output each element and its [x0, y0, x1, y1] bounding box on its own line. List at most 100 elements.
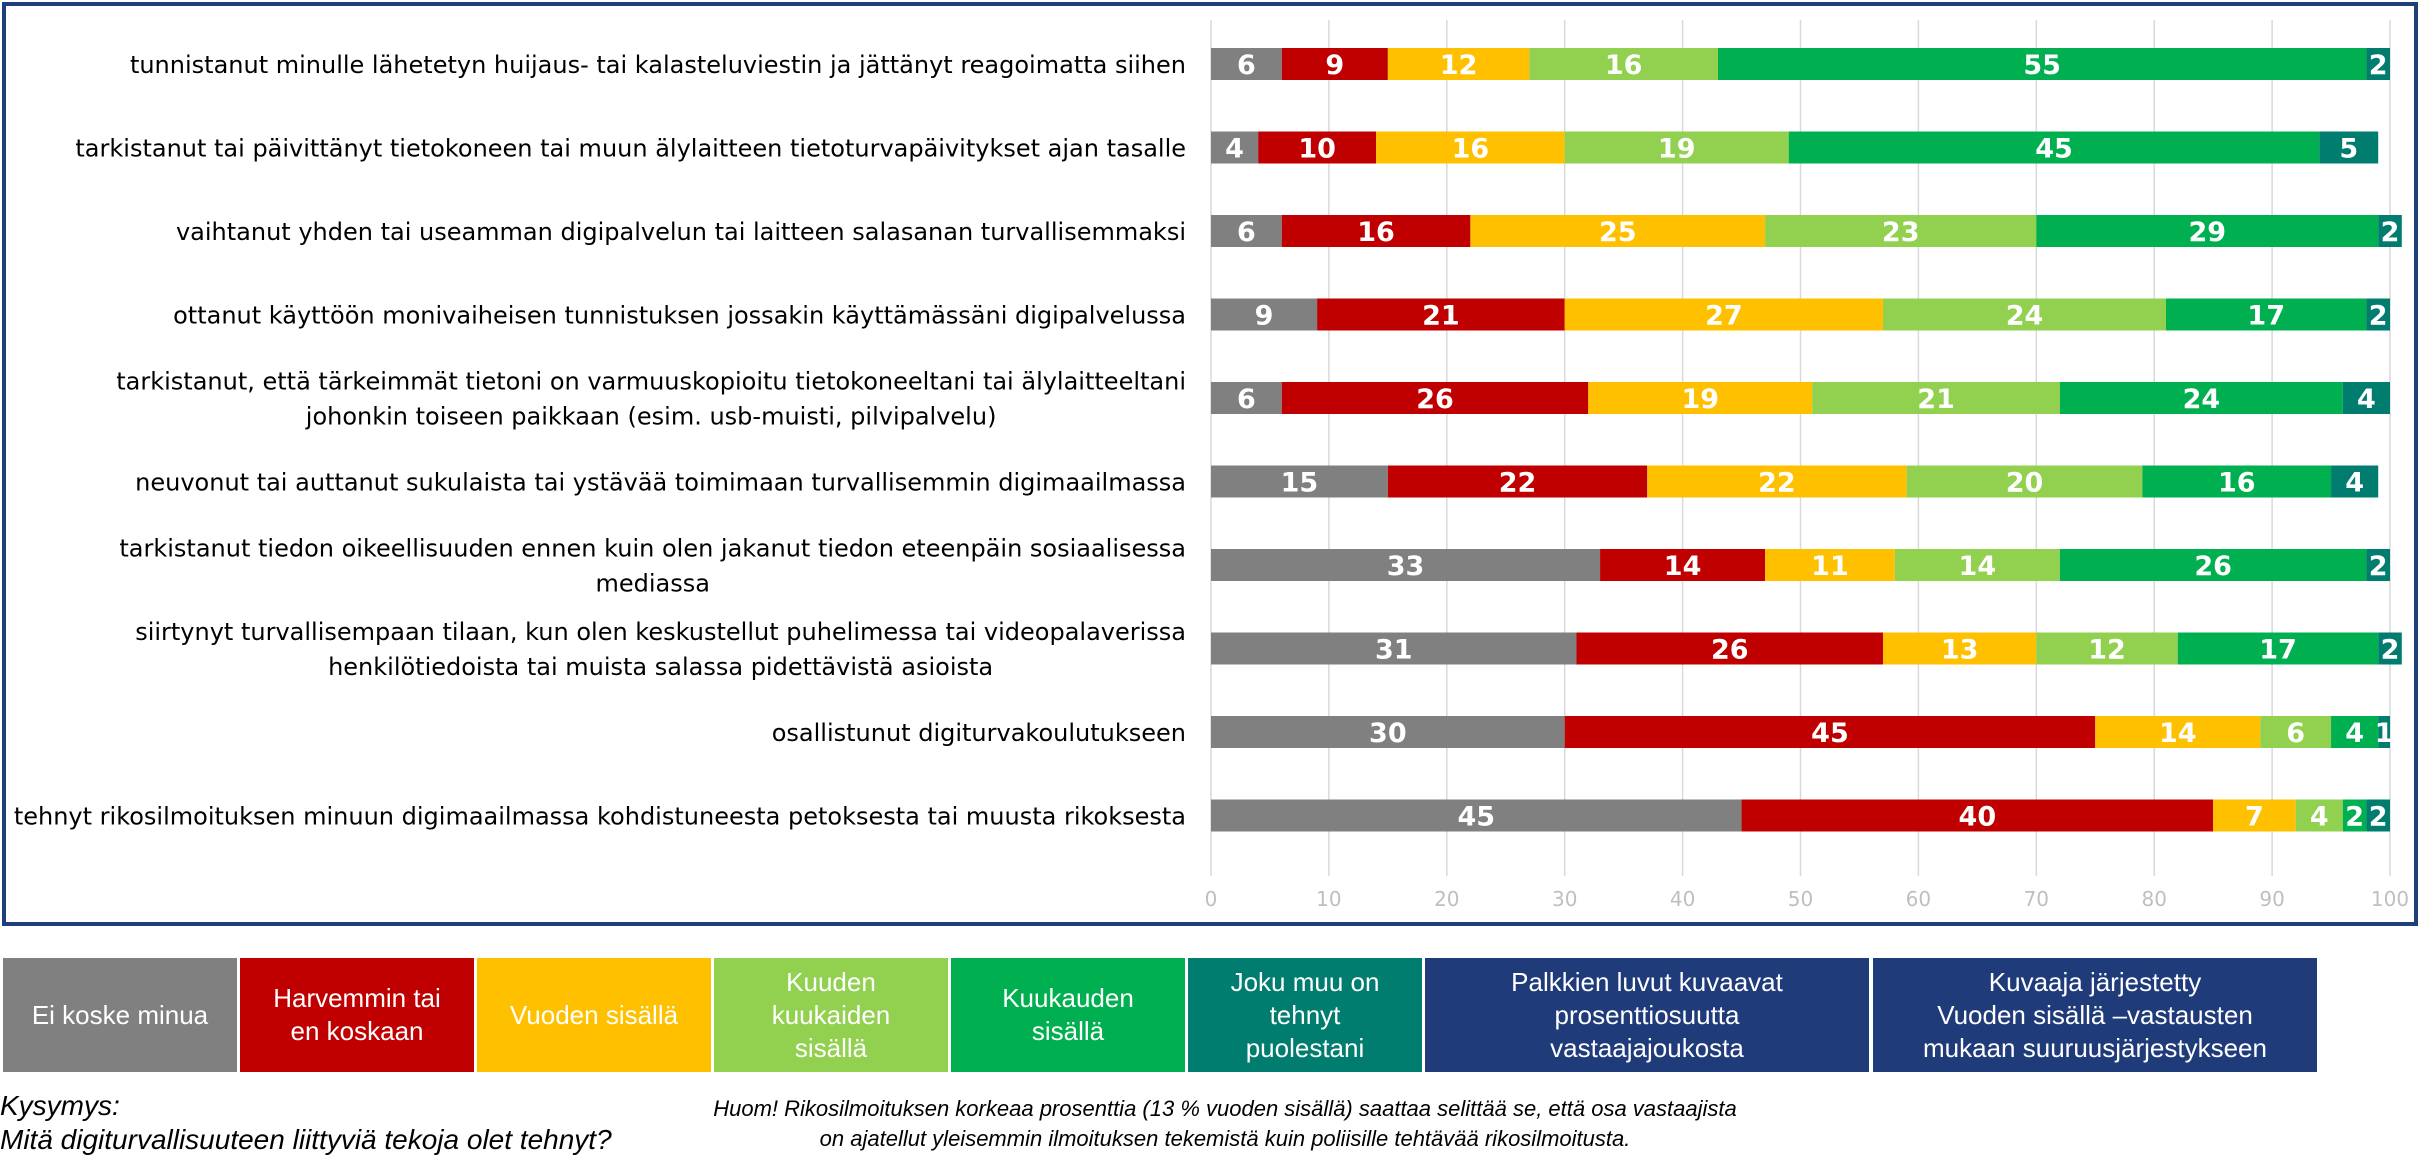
bar-segment	[2331, 716, 2379, 748]
category-label: vaihtanut yhden tai useamman digipalvelu…	[176, 218, 1186, 246]
x-tick-label: 60	[1906, 887, 1931, 911]
bar-segment	[1883, 298, 2166, 331]
bar-segment	[2260, 716, 2332, 748]
bar-value-label: 20	[2006, 468, 2044, 499]
category-label: neuvonut tai auttanut sukulaista tai yst…	[135, 469, 1186, 497]
bar-value-label: 2	[2345, 802, 2364, 833]
info-box-bar-values: Palkkien luvut kuvaavat prosenttiosuutta…	[1425, 958, 1869, 1072]
bar-value-label: 4	[2345, 468, 2364, 499]
bar-segment	[1717, 48, 2367, 80]
chart-frame: 0 10 20 30 40 50 60 70 80 90 100 6 9 12 16 55 2 tunnistan…	[2, 2, 2418, 926]
bar-segment	[2142, 465, 2332, 498]
bar-segment	[1211, 131, 1259, 164]
x-tick-label: 100	[2371, 887, 2409, 911]
bar-value-label: 7	[2245, 802, 2264, 833]
bar-segment	[2378, 716, 2390, 748]
bar-value-label: 11	[1811, 551, 1849, 582]
bar-segment	[1211, 549, 1601, 581]
bar-segment	[1600, 549, 1766, 581]
bar-value-label: 22	[1758, 468, 1796, 499]
x-tick-label: 70	[2024, 887, 2049, 911]
bar-value-label: 6	[2286, 718, 2305, 749]
category-label: tunnistanut minulle lähetetyn huijaus- t…	[130, 51, 1186, 79]
bar-segment	[1564, 716, 2096, 748]
bar-segment	[1741, 799, 2214, 832]
bar-segment	[2059, 382, 2343, 414]
bar-segment	[1564, 298, 1884, 331]
bar-segment	[2366, 48, 2390, 80]
bar-segment	[2319, 131, 2379, 164]
bar-value-label: 4	[2345, 718, 2364, 749]
bar-value-label: 16	[1357, 217, 1395, 248]
bar-value-label: 31	[1375, 635, 1413, 666]
bar-value-label: 10	[1298, 134, 1336, 165]
bar-value-label: 12	[2088, 635, 2126, 666]
bar-value-label: 14	[1664, 551, 1702, 582]
bar-value-label: 15	[1281, 468, 1319, 499]
category-label: johonkin toiseen paikkaan (esim. usb-mui…	[305, 403, 997, 431]
bar-value-label: 27	[1705, 301, 1743, 332]
bar-segment	[2177, 632, 2379, 665]
bar-segment	[1211, 298, 1318, 331]
bar-value-label: 29	[2188, 217, 2226, 248]
x-tick-label: 10	[1316, 887, 1341, 911]
category-label: tarkistanut tai päivittänyt tietokoneen …	[75, 135, 1186, 163]
bar-segment	[1564, 131, 1789, 164]
footnote: Huom! Rikosilmoituksen korkeaa prosentti…	[713, 1096, 1737, 1151]
bar-value-label: 26	[1416, 384, 1454, 415]
bar-segment	[2366, 799, 2390, 832]
legend-item-kuukauden-sisalla: Kuukauden sisällä	[951, 958, 1185, 1072]
question-label: Kysymys:	[0, 1090, 120, 1121]
legend-item-vuoden-sisalla: Vuoden sisällä	[477, 958, 711, 1072]
bar-value-label: 14	[1959, 551, 1997, 582]
bar-segment	[1529, 48, 1718, 80]
x-tick-label: 30	[1552, 887, 1577, 911]
legend-item-harvemmin: Harvemmin tai en koskaan	[240, 958, 474, 1072]
bar-segment	[1376, 131, 1565, 164]
bar-segment	[1576, 632, 1884, 665]
bar-segment	[1883, 632, 2037, 665]
bar-segment	[1647, 465, 1907, 498]
bar-segment	[2213, 799, 2296, 832]
bar-segment	[2165, 298, 2367, 331]
bar-segment	[1211, 632, 1577, 665]
bar-value-label: 12	[1440, 50, 1478, 81]
category-label: siirtynyt turvallisempaan tilaan, kun ol…	[135, 618, 1186, 646]
bar-value-label: 22	[1499, 468, 1537, 499]
bar-segment	[2036, 215, 2379, 247]
bar-value-label: 40	[1959, 802, 1997, 833]
bar-value-label: 19	[1681, 384, 1719, 415]
bar-value-label: 2	[2369, 802, 2388, 833]
bar-value-label: 13	[1941, 635, 1979, 666]
bar-value-label: 24	[2183, 384, 2221, 415]
bar-value-label: 16	[1605, 50, 1643, 81]
x-tick-label: 90	[2259, 887, 2284, 911]
category-label: tarkistanut tiedon oikeellisuuden ennen …	[119, 535, 1186, 563]
bar-segment	[2331, 465, 2379, 498]
bar-value-label: 21	[1917, 384, 1955, 415]
bar-segment	[2036, 632, 2178, 665]
bar-value-label: 2	[2369, 50, 2388, 81]
bar-value-label: 25	[1599, 217, 1637, 248]
bar-value-label: 1	[2375, 718, 2394, 749]
bar-value-label: 45	[1457, 802, 1495, 833]
question-text: Mitä digiturvallisuuteen liittyviä tekoj…	[0, 1124, 612, 1155]
bar-segment	[1211, 48, 1282, 80]
bar-segment	[1387, 48, 1530, 80]
bar-value-label: 17	[2247, 301, 2285, 332]
bar-segment	[2295, 799, 2343, 832]
bar-value-label: 23	[1882, 217, 1920, 248]
legend-item-ei-koske: Ei koske minua	[3, 958, 237, 1072]
bar-value-label: 24	[2006, 301, 2044, 332]
bar-segment	[1588, 382, 1813, 414]
x-tick-label: 20	[1434, 887, 1459, 911]
bar-segment	[2095, 716, 2261, 748]
bar-value-label: 6	[1237, 217, 1256, 248]
bar-segment	[2342, 799, 2367, 832]
x-tick-label: 0	[1205, 887, 1218, 911]
legend-item-kuuden-kuukauden: Kuuden kuukaiden sisällä	[714, 958, 948, 1072]
bar-value-label: 45	[1811, 718, 1849, 749]
bar-segment	[1258, 131, 1377, 164]
bar-segment	[1894, 549, 2060, 581]
